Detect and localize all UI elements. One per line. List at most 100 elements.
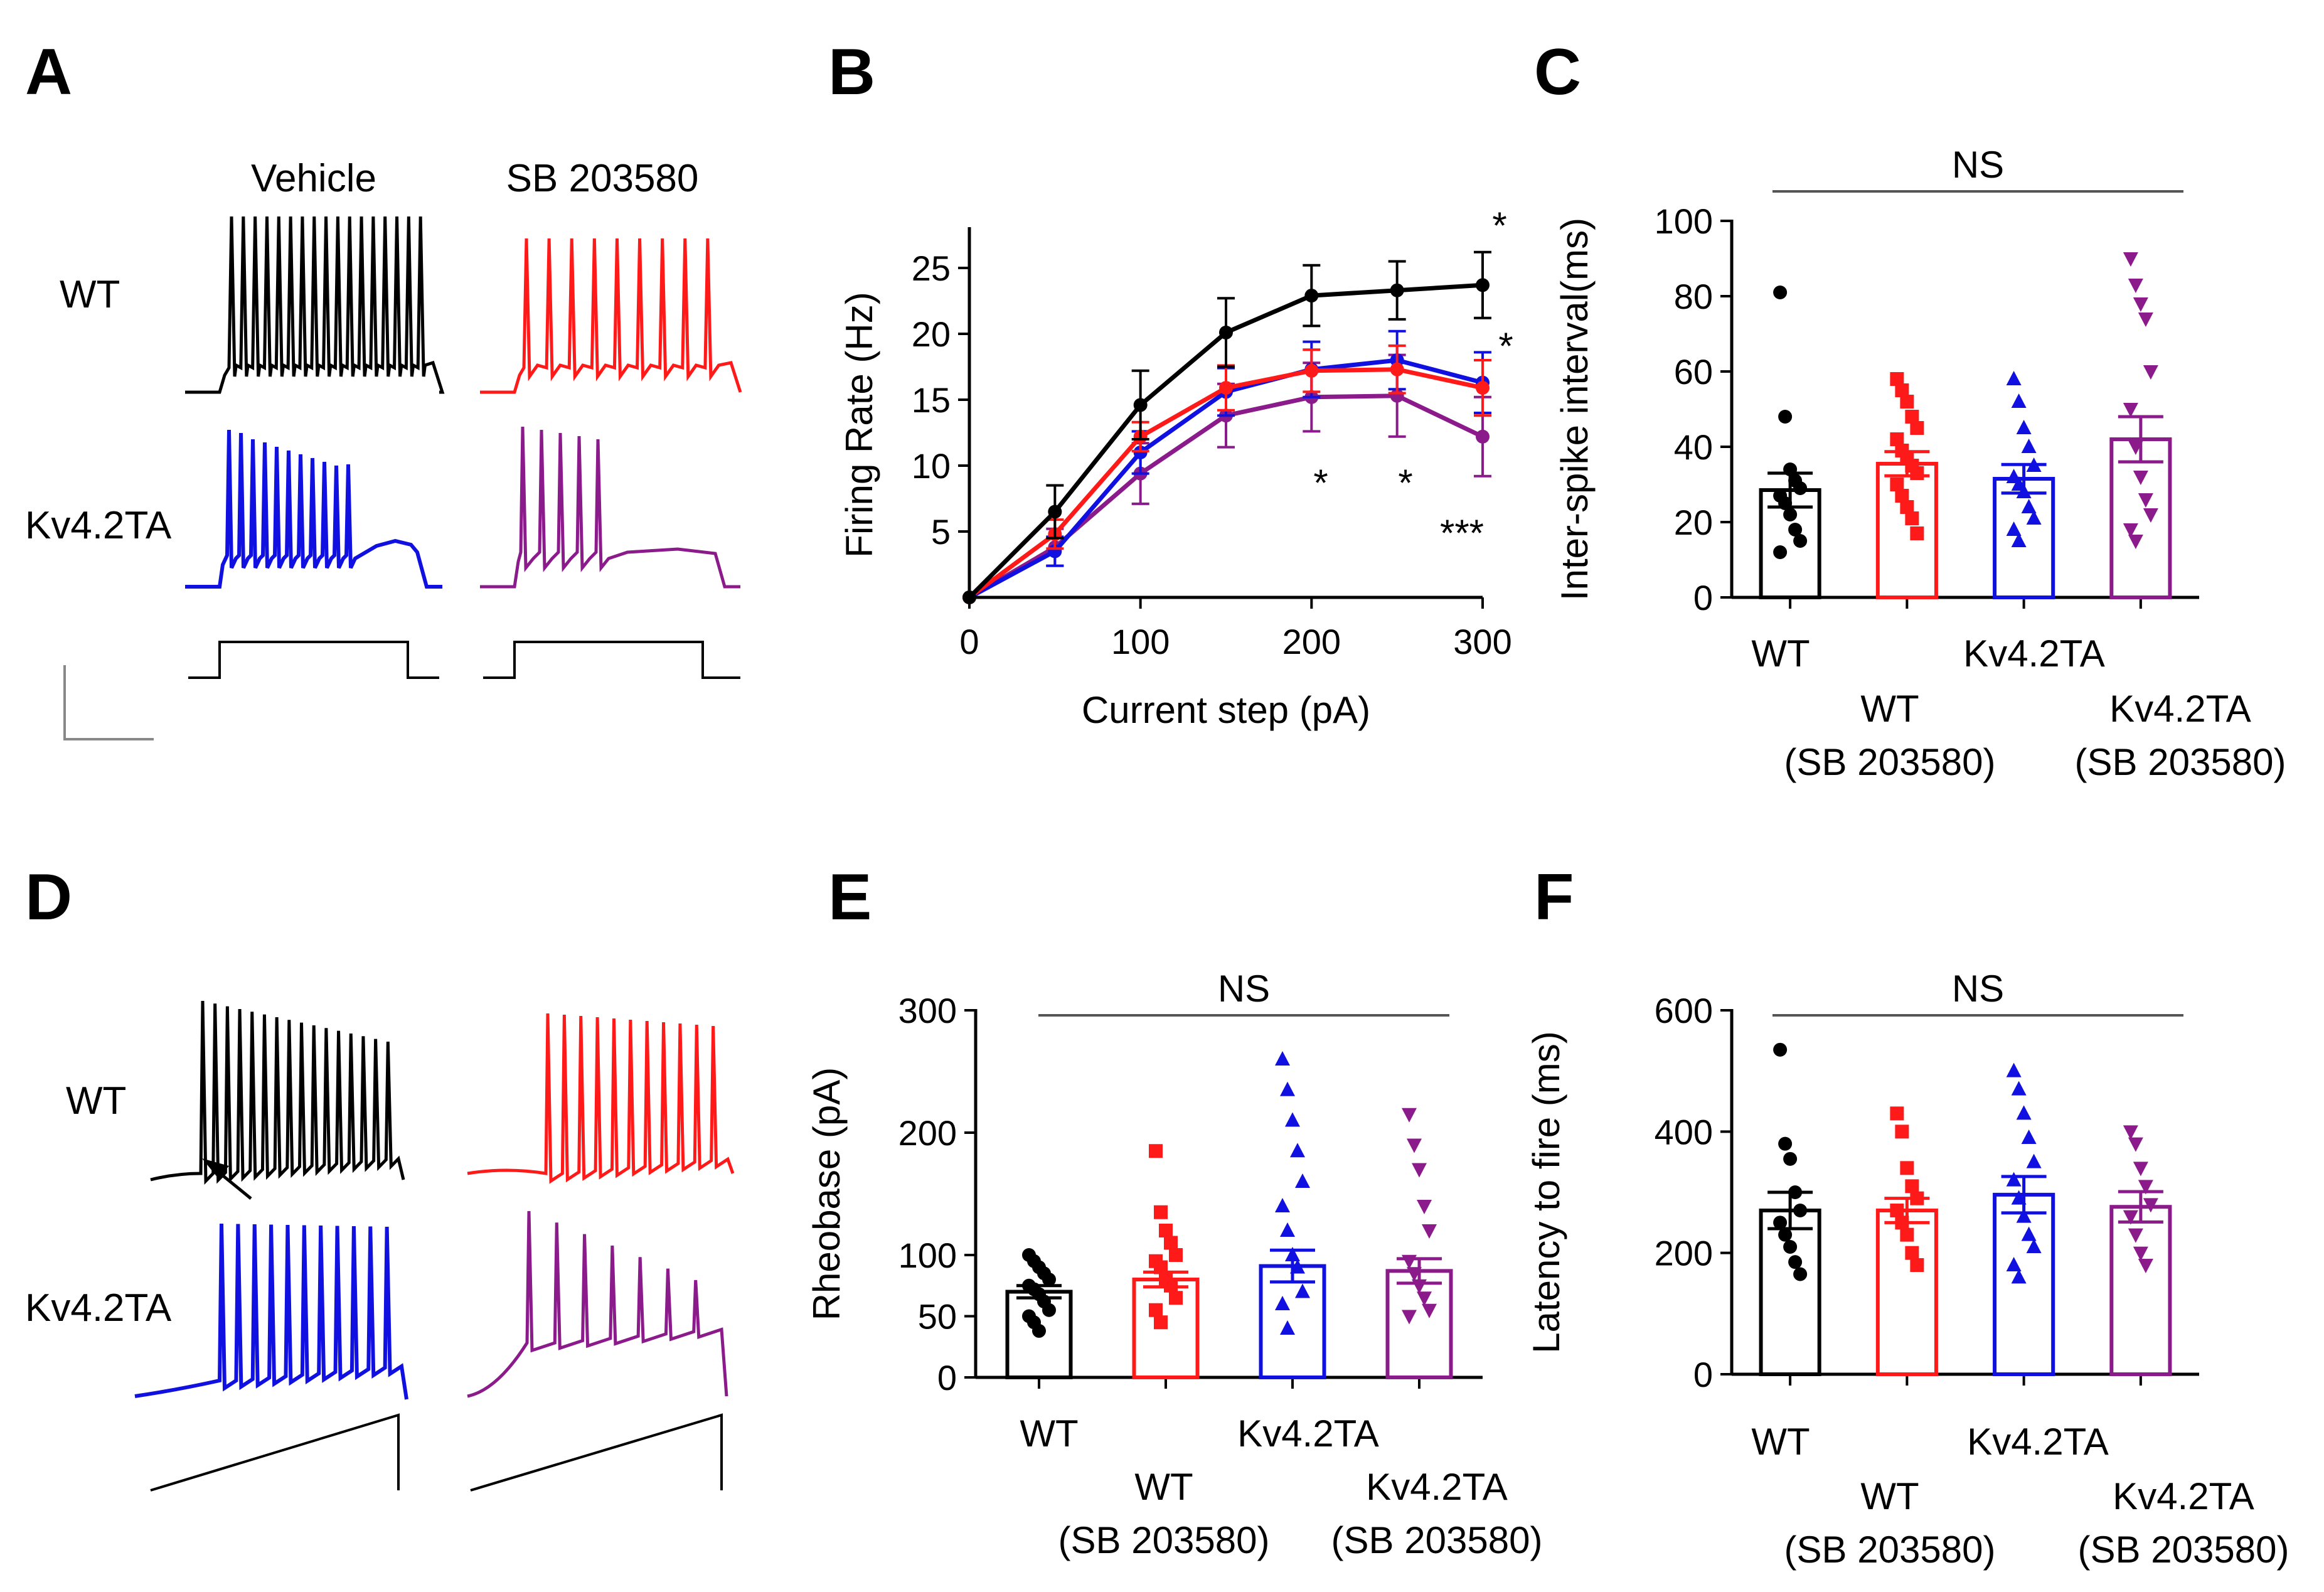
y-tick-label: 0 — [937, 1358, 957, 1397]
data-point — [1890, 1204, 1904, 1217]
data-point — [1407, 1138, 1422, 1153]
data-point — [1048, 505, 1062, 519]
category-label: Kv4.2TA — [1967, 1421, 2109, 1463]
data-point — [2143, 1198, 2158, 1213]
data-point — [2133, 1246, 2148, 1261]
data-point — [2026, 1153, 2042, 1168]
data-point — [1788, 523, 1803, 537]
data-point — [2133, 471, 2148, 485]
data-point — [1042, 1303, 1056, 1317]
data-point — [1900, 1161, 1914, 1175]
data-point — [1773, 1042, 1788, 1057]
data-point — [2123, 523, 2138, 538]
data-point — [2006, 371, 2022, 385]
category-label: WT — [1751, 1421, 1810, 1463]
data-point — [1275, 1051, 1290, 1066]
x-tick-label-b: 200 — [1282, 622, 1341, 661]
category-label: (SB 203580) — [2075, 741, 2286, 783]
data-point — [2011, 1081, 2027, 1096]
ramp-trace-wt — [150, 1000, 405, 1185]
data-point — [2138, 1259, 2153, 1273]
label-row-kv42ta-d: Kv4.2TA — [25, 1286, 172, 1330]
panel-d: WT Kv4.2TA — [25, 1000, 735, 1492]
data-point — [2016, 1208, 2032, 1223]
data-point — [2133, 1162, 2148, 1177]
data-point — [1422, 1224, 1437, 1239]
data-point — [1773, 1215, 1788, 1230]
ramp-trace-wt-sb203580 — [467, 1013, 735, 1184]
data-point — [2138, 313, 2153, 327]
significance-star: *** — [1440, 512, 1484, 554]
data-point — [1476, 429, 1490, 444]
y-tick-label-b: 15 — [912, 380, 951, 420]
data-point — [2021, 499, 2037, 513]
data-point — [2006, 521, 2022, 536]
data-point — [1390, 362, 1404, 377]
y-tick-label: 200 — [1655, 1234, 1713, 1273]
data-point — [1900, 395, 1914, 409]
data-point — [1042, 1273, 1056, 1286]
y-tick-label: 50 — [918, 1297, 957, 1337]
chart-e: 0 50 100 200 300 NS Rheobase (pA) WT WT (SB 20358… — [806, 968, 1542, 1561]
data-point — [1304, 363, 1319, 378]
data-point — [2021, 1226, 2037, 1241]
data-point — [1295, 1283, 1310, 1298]
data-point — [2143, 365, 2158, 380]
category-label: WT — [1134, 1466, 1193, 1508]
data-point — [2128, 1137, 2143, 1152]
data-point — [1783, 1240, 1798, 1254]
data-point — [1905, 1179, 1919, 1194]
ramp-protocol-left — [150, 1413, 400, 1492]
data-point — [1910, 1258, 1924, 1272]
category-label: Kv4.2TA — [2113, 1475, 2254, 1517]
data-point — [1417, 1291, 1432, 1306]
y-axis-label: Inter-spike interval(ms) — [1554, 218, 1596, 601]
data-point — [1895, 1125, 1909, 1139]
data-point — [1793, 481, 1808, 495]
data-point — [1788, 1255, 1803, 1269]
data-point — [1402, 1310, 1417, 1325]
data-point — [2128, 1228, 2143, 1243]
data-point — [1476, 381, 1490, 395]
x-tick-label-b: 300 — [1453, 622, 1511, 661]
panel-label-a: A — [25, 36, 72, 109]
data-point — [1793, 1204, 1808, 1217]
y-axis-label-b: Firing Rate (Hz) — [838, 292, 880, 557]
data-point — [1169, 1291, 1183, 1305]
significance-star: * — [1498, 325, 1513, 367]
data-point — [1219, 381, 1233, 395]
data-point — [1280, 1320, 1295, 1335]
step-protocol-sb203580 — [483, 641, 740, 679]
category-label: (SB 203580) — [1784, 1529, 1996, 1571]
ramp-protocol-right — [470, 1413, 723, 1492]
ramp-trace-kv42ta-sb203580 — [467, 1210, 728, 1398]
y-tick-label: 0 — [1693, 1355, 1713, 1394]
chart-b: 5 10 15 20 25 0 100 200 300 Current step (pA) Firi… — [838, 205, 1513, 731]
data-point — [1890, 478, 1904, 491]
data-point — [2006, 1062, 2022, 1077]
data-point — [1890, 1106, 1904, 1121]
panel-label-d: D — [25, 861, 72, 934]
significance-label: NS — [1952, 144, 2004, 186]
data-point — [1895, 383, 1909, 397]
data-point — [1133, 446, 1148, 459]
panel-label-f: F — [1534, 861, 1574, 934]
y-tick-label-b: 5 — [931, 512, 951, 552]
trace-wt-sb203580 — [480, 238, 742, 394]
category-label: WT — [1020, 1413, 1078, 1455]
data-point — [2138, 1180, 2153, 1195]
panel-a: Vehicle SB 203580 WT Kv4.2TA — [25, 157, 742, 740]
data-point — [1778, 1227, 1793, 1242]
step-protocol-vehicle — [188, 641, 439, 679]
data-point — [2011, 533, 2027, 547]
panel-label-c: C — [1534, 36, 1581, 109]
data-point — [1910, 466, 1924, 480]
ramp-trace-kv42ta — [134, 1223, 408, 1400]
category-label: Kv4.2TA — [1237, 1413, 1379, 1455]
data-point — [1412, 1163, 1427, 1178]
y-tick-label-b: 25 — [912, 248, 951, 288]
y-tick-label: 400 — [1655, 1112, 1713, 1151]
data-point — [1275, 1198, 1290, 1212]
